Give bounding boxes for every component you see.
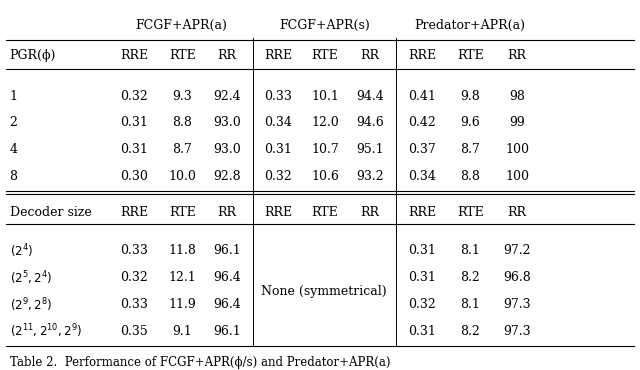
Text: 0.31: 0.31 <box>120 117 148 130</box>
Text: 94.4: 94.4 <box>356 90 384 102</box>
Text: 8: 8 <box>10 170 18 183</box>
Text: 12.0: 12.0 <box>311 117 339 130</box>
Text: 93.0: 93.0 <box>213 143 241 157</box>
Text: $(2^{11},2^{10},2^9)$: $(2^{11},2^{10},2^9)$ <box>10 323 82 340</box>
Text: RRE: RRE <box>408 206 436 219</box>
Text: 9.6: 9.6 <box>461 117 480 130</box>
Text: RRE: RRE <box>120 50 148 63</box>
Text: RR: RR <box>360 50 380 63</box>
Text: 0.41: 0.41 <box>408 90 436 102</box>
Text: $(2^5,2^4)$: $(2^5,2^4)$ <box>10 269 52 287</box>
Text: RTE: RTE <box>457 206 484 219</box>
Text: 8.1: 8.1 <box>460 245 481 258</box>
Text: 0.31: 0.31 <box>120 143 148 157</box>
Text: 97.3: 97.3 <box>503 325 531 338</box>
Text: 0.33: 0.33 <box>120 245 148 258</box>
Text: 0.32: 0.32 <box>408 298 436 311</box>
Text: 8.2: 8.2 <box>461 325 480 338</box>
Text: 100: 100 <box>505 170 529 183</box>
Text: 11.8: 11.8 <box>168 245 196 258</box>
Text: 12.1: 12.1 <box>168 271 196 285</box>
Text: 96.1: 96.1 <box>213 325 241 338</box>
Text: 96.1: 96.1 <box>213 245 241 258</box>
Text: Predator+APR(a): Predator+APR(a) <box>414 19 525 32</box>
Text: 96.4: 96.4 <box>213 298 241 311</box>
Text: 97.3: 97.3 <box>503 298 531 311</box>
Text: 0.31: 0.31 <box>408 245 436 258</box>
Text: Table 2.  Performance of FCGF+APR(ϕ/s) and Predator+APR(a): Table 2. Performance of FCGF+APR(ϕ/s) an… <box>10 356 390 369</box>
Text: 0.33: 0.33 <box>120 298 148 311</box>
Text: 93.2: 93.2 <box>356 170 384 183</box>
Text: RRE: RRE <box>264 206 292 219</box>
Text: 0.34: 0.34 <box>264 117 292 130</box>
Text: RRE: RRE <box>408 50 436 63</box>
Text: RTE: RTE <box>169 50 196 63</box>
Text: 10.7: 10.7 <box>311 143 339 157</box>
Text: RTE: RTE <box>169 206 196 219</box>
Text: 96.4: 96.4 <box>213 271 241 285</box>
Text: 0.31: 0.31 <box>264 143 292 157</box>
Text: Decoder size: Decoder size <box>10 206 92 219</box>
Text: 97.2: 97.2 <box>504 245 531 258</box>
Text: None (symmetrical): None (symmetrical) <box>261 285 387 298</box>
Text: 0.32: 0.32 <box>120 90 148 102</box>
Text: 0.34: 0.34 <box>408 170 436 183</box>
Text: 9.1: 9.1 <box>173 325 192 338</box>
Text: 0.35: 0.35 <box>120 325 148 338</box>
Text: RRE: RRE <box>120 206 148 219</box>
Text: RTE: RTE <box>312 206 339 219</box>
Text: 0.33: 0.33 <box>264 90 292 102</box>
Text: 8.8: 8.8 <box>460 170 481 183</box>
Text: 94.6: 94.6 <box>356 117 384 130</box>
Text: 0.32: 0.32 <box>120 271 148 285</box>
Text: 8.8: 8.8 <box>172 117 193 130</box>
Text: RR: RR <box>360 206 380 219</box>
Text: 93.0: 93.0 <box>213 117 241 130</box>
Text: 92.4: 92.4 <box>213 90 241 102</box>
Text: 10.0: 10.0 <box>168 170 196 183</box>
Text: 2: 2 <box>10 117 17 130</box>
Text: RRE: RRE <box>264 50 292 63</box>
Text: RTE: RTE <box>312 50 339 63</box>
Text: 11.9: 11.9 <box>168 298 196 311</box>
Text: 4: 4 <box>10 143 18 157</box>
Text: RR: RR <box>508 206 527 219</box>
Text: 0.37: 0.37 <box>408 143 436 157</box>
Text: 8.7: 8.7 <box>461 143 480 157</box>
Text: 99: 99 <box>509 117 525 130</box>
Text: 100: 100 <box>505 143 529 157</box>
Text: 10.6: 10.6 <box>311 170 339 183</box>
Text: RR: RR <box>218 50 237 63</box>
Text: 98: 98 <box>509 90 525 102</box>
Text: 0.31: 0.31 <box>408 271 436 285</box>
Text: 95.1: 95.1 <box>356 143 384 157</box>
Text: FCGF+APR(a): FCGF+APR(a) <box>135 19 227 32</box>
Text: 92.8: 92.8 <box>213 170 241 183</box>
Text: $(2^4)$: $(2^4)$ <box>10 242 33 260</box>
Text: 8.7: 8.7 <box>173 143 192 157</box>
Text: RTE: RTE <box>457 50 484 63</box>
Text: FCGF+APR(s): FCGF+APR(s) <box>279 19 369 32</box>
Text: 10.1: 10.1 <box>311 90 339 102</box>
Text: 8.1: 8.1 <box>460 298 481 311</box>
Text: RR: RR <box>508 50 527 63</box>
Text: 0.31: 0.31 <box>408 325 436 338</box>
Text: 9.3: 9.3 <box>173 90 192 102</box>
Text: 96.8: 96.8 <box>503 271 531 285</box>
Text: 0.42: 0.42 <box>408 117 436 130</box>
Text: RR: RR <box>218 206 237 219</box>
Text: $(2^9,2^8)$: $(2^9,2^8)$ <box>10 296 52 313</box>
Text: 0.30: 0.30 <box>120 170 148 183</box>
Text: 8.2: 8.2 <box>461 271 480 285</box>
Text: 0.32: 0.32 <box>264 170 292 183</box>
Text: 1: 1 <box>10 90 18 102</box>
Text: PGR(ϕ): PGR(ϕ) <box>10 50 56 63</box>
Text: 9.8: 9.8 <box>461 90 480 102</box>
